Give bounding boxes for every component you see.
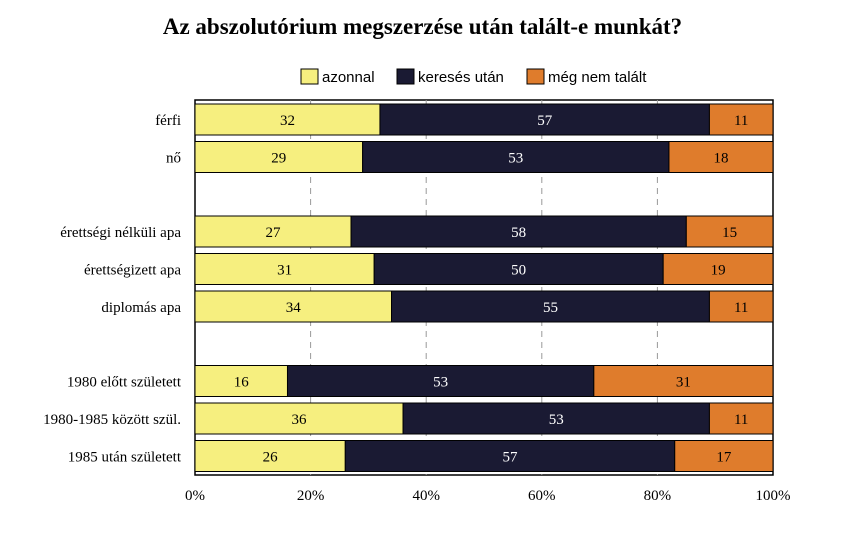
bar-segment: [402, 402, 710, 435]
bar-segment: [668, 141, 774, 173]
data-label: 53: [508, 151, 523, 167]
category-label: diplomás apa: [101, 300, 181, 316]
bar-segment: [194, 402, 404, 435]
category-label: férfi: [155, 113, 181, 129]
data-label: 36: [292, 412, 308, 428]
bar-segment: [194, 141, 364, 173]
x-tick-label: 20%: [297, 488, 325, 504]
bar-segment: [708, 290, 774, 323]
category-label: 1980 előtt született: [67, 375, 182, 391]
data-label: 31: [277, 263, 292, 279]
data-label: 50: [511, 263, 526, 279]
legend-swatch: [396, 68, 415, 85]
bar-segment: [379, 103, 710, 136]
data-label: 19: [711, 263, 726, 279]
legend-swatch: [300, 68, 319, 85]
data-label: 55: [543, 300, 558, 316]
data-label: 58: [511, 225, 526, 241]
category-label: 1985 után született: [68, 450, 182, 466]
data-label: 31: [676, 375, 691, 391]
data-label: 53: [433, 375, 448, 391]
data-label: 16: [234, 375, 250, 391]
bar-segment: [593, 365, 774, 397]
bar-segment: [685, 215, 774, 248]
data-label: 11: [734, 300, 748, 316]
bar-segment: [362, 141, 670, 173]
data-label: 34: [286, 300, 302, 316]
bar-segment: [344, 440, 676, 472]
bar-segment: [708, 103, 774, 136]
bar-segment: [194, 290, 393, 323]
legend-swatch: [526, 68, 545, 85]
x-tick-label: 100%: [756, 488, 791, 504]
legend-label: azonnal: [322, 69, 375, 86]
bar-segment: [373, 253, 664, 285]
bar-segment: [194, 440, 346, 472]
category-label: 1980-1985 között szül.: [43, 412, 181, 428]
bar-segment: [674, 440, 774, 472]
bar-segment: [194, 103, 381, 136]
data-label: 27: [266, 225, 282, 241]
data-label: 18: [713, 151, 728, 167]
data-label: 57: [503, 450, 519, 466]
bar-segment: [286, 365, 595, 397]
chart-title: Az abszolutórium megszerzése után talált…: [162, 14, 683, 39]
legend-label: még nem talált: [548, 69, 647, 86]
data-label: 11: [734, 113, 748, 129]
category-label: érettségi nélküli apa: [60, 225, 181, 241]
data-label: 32: [280, 113, 295, 129]
data-label: 57: [537, 113, 553, 129]
category-label: érettségizett apa: [84, 263, 181, 279]
bar-segment: [708, 402, 774, 435]
x-tick-label: 0%: [185, 488, 205, 504]
data-label: 26: [263, 450, 279, 466]
data-label: 15: [722, 225, 737, 241]
data-label: 17: [716, 450, 732, 466]
data-label: 29: [271, 151, 286, 167]
bar-segment: [391, 290, 710, 323]
bar-segment: [662, 253, 774, 285]
plot-area: [194, 99, 774, 476]
bar-segment: [194, 365, 288, 397]
data-label: 11: [734, 412, 748, 428]
legend-label: keresés után: [418, 69, 504, 86]
data-label: 53: [549, 412, 564, 428]
x-tick-label: 40%: [412, 488, 440, 504]
category-label: nő: [166, 151, 181, 167]
x-tick-label: 80%: [644, 488, 672, 504]
x-tick-label: 60%: [528, 488, 556, 504]
